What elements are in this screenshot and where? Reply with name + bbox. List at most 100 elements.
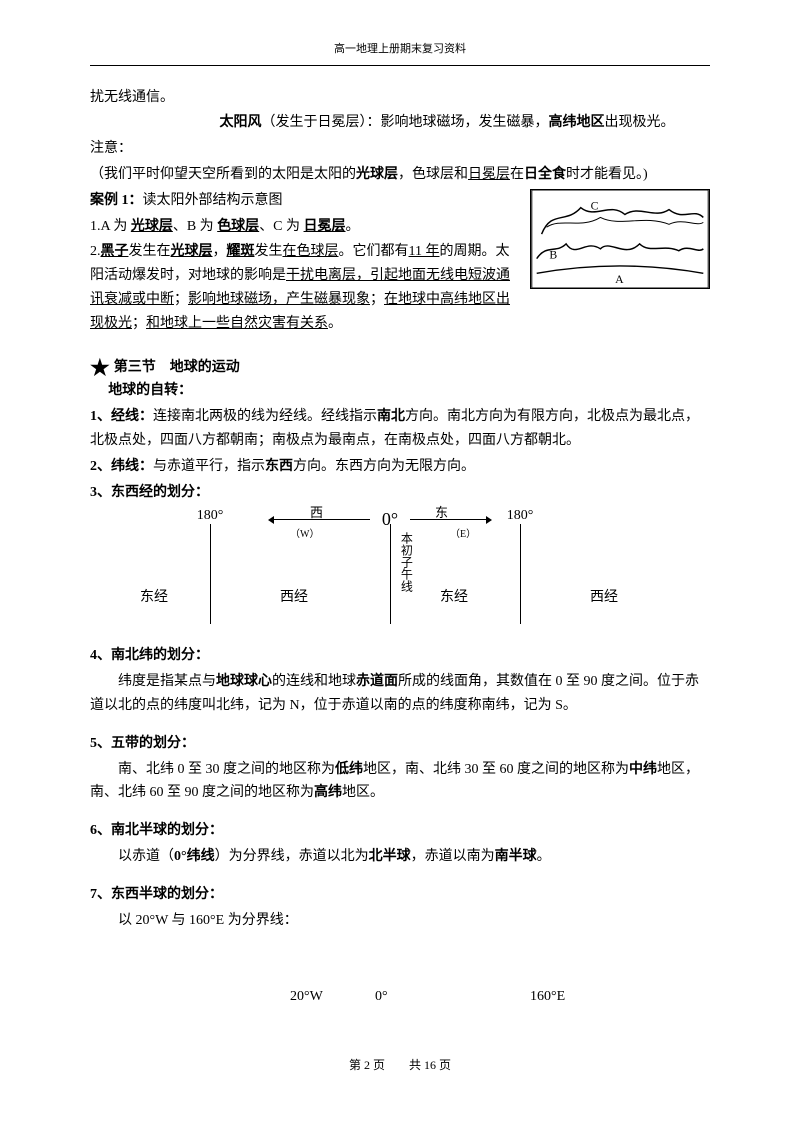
paren-w: （W） [290, 526, 319, 543]
line-0 [390, 524, 391, 624]
text: 。 [328, 316, 342, 331]
header-rule [90, 65, 710, 66]
xijing-1: 西经 [280, 586, 308, 610]
text: 以赤道（ [118, 849, 174, 864]
bold: 北半球 [369, 849, 411, 864]
label-west: 西 [310, 502, 323, 524]
item-4-text: 纬度是指某点与地球球心的连线和地球赤道面所成的线面角，其数值在 0 至 90 度… [90, 670, 710, 718]
text: 、B 为 [173, 219, 217, 234]
text: 方向。东西方向为无限方向。 [293, 459, 475, 474]
label-b: B [549, 248, 557, 261]
item-7-text: 以 20°W 与 160°E 为分界线： [90, 909, 710, 933]
page-header: 高一地理上册期末复习资料 [90, 40, 710, 59]
meridian-label: 本初子午线 [396, 532, 416, 592]
answer: 光球层 [171, 244, 213, 259]
label-20w: 20°W [290, 985, 323, 1009]
star-icon: ★ [90, 357, 110, 379]
text: 与赤道平行，指示 [153, 459, 265, 474]
text: 地区，南、北纬 30 至 60 度之间的地区称为 [363, 762, 629, 777]
answer: 黑子 [101, 244, 129, 259]
item-6-label: 6、南北半球的划分： [90, 819, 710, 843]
text: 南、北纬 0 至 30 度之间的地区称为 [118, 762, 335, 777]
section-3-title: ★ 第三节 地球的运动 [90, 356, 710, 380]
title-text: 第三节 地球的运动 [114, 356, 240, 380]
answer: 耀斑 [227, 244, 255, 259]
para-continue: 扰无线通信。 [90, 86, 710, 110]
answer: 色球层 [217, 219, 259, 234]
line-180w [210, 524, 211, 624]
answer: 日冕层 [304, 219, 346, 234]
longitude-diagram: 180° 0° 180° 西 （W） 东 （E） 本初子午线 东经 西经 东经 … [90, 514, 710, 624]
bold: 日全食 [524, 167, 566, 182]
text: 。 [346, 219, 360, 234]
text: （我们平时仰望天空所看到的太阳是太阳的 [90, 167, 356, 182]
item-5-text: 南、北纬 0 至 30 度之间的地区称为低纬地区，南、北纬 30 至 60 度之… [90, 758, 710, 806]
text: ； [174, 292, 188, 307]
item-5-label: 5、五带的划分： [90, 732, 710, 756]
text: 连接南北两极的线为经线。经线指示 [153, 409, 377, 424]
para-note: 注意： [90, 137, 710, 161]
bold-taiyangfeng: 太阳风 [220, 115, 262, 130]
text: ； [370, 292, 384, 307]
bold: 赤道面 [356, 674, 398, 689]
label-160e: 160°E [530, 985, 565, 1009]
text: 读太阳外部结构示意图 [143, 193, 283, 208]
text: 地区。 [342, 785, 384, 800]
text: 发生在 [129, 244, 171, 259]
text: ，赤道以南为 [411, 849, 495, 864]
answer: 影响地球磁场，产生磁暴现象 [188, 292, 370, 307]
bold: 高纬 [314, 785, 342, 800]
item-4-label: 4、南北纬的划分： [90, 644, 710, 668]
text: （发生于日冕层）：影响地球磁场，发生磁暴， [262, 115, 549, 130]
label-0-2: 0° [375, 985, 388, 1009]
answer: 在色球层 [283, 244, 339, 259]
text: 。它们都有 [339, 244, 409, 259]
text: 。 [537, 849, 551, 864]
dongjing-2: 东经 [440, 586, 468, 610]
answer: 和地球上一些自然灾害有关系 [146, 316, 328, 331]
label-east: 东 [435, 502, 448, 524]
longitude-diagram-2: 20°W 0° 160°E [90, 985, 710, 1015]
bold: 中纬 [629, 762, 657, 777]
text: ，色球层和 [398, 167, 468, 182]
line-180e [520, 524, 521, 624]
bold: 光球层 [356, 167, 398, 182]
sun-structure-diagram: A B C [530, 189, 710, 289]
text: 纬度是指某点与 [118, 674, 216, 689]
text: 2. [90, 244, 101, 259]
item-6-text: 以赤道（0°纬线）为分界线，赤道以北为北半球，赤道以南为南半球。 [90, 845, 710, 869]
answer: 光球层 [131, 219, 173, 234]
underline: 日冕层 [468, 167, 510, 182]
label: 1、经线： [90, 409, 153, 424]
bold: 南北 [377, 409, 405, 424]
bold: 东西 [265, 459, 293, 474]
item-1: 1、经线：连接南北两极的线为经线。经线指示南北方向。南北方向为有限方向，北极点为… [90, 405, 710, 453]
text: ， [213, 244, 227, 259]
bold-gaowei: 高纬地区 [549, 115, 605, 130]
label-c: C [591, 199, 599, 212]
dongjing-1: 东经 [140, 586, 168, 610]
item-3-label: 3、东西经的划分： [90, 481, 710, 505]
bold: 0°纬线 [174, 849, 215, 864]
text: 发生 [255, 244, 283, 259]
subsection-title: 地球的自转： [90, 379, 710, 403]
text: 的连线和地球 [272, 674, 356, 689]
bold: 地球球心 [216, 674, 272, 689]
text: 出现极光。 [605, 115, 675, 130]
arrow-east [410, 519, 490, 520]
label: 2、纬线： [90, 459, 153, 474]
label-0: 0° [382, 504, 398, 535]
para-note-content: （我们平时仰望天空所看到的太阳是太阳的光球层，色球层和日冕层在日全食时才能看见。… [90, 163, 710, 187]
answer: 11 年 [409, 244, 440, 259]
paren-e: （E） [450, 526, 476, 543]
label-180-right: 180° [507, 504, 534, 528]
item-7-label: 7、东西半球的划分： [90, 883, 710, 907]
text: 1.A 为 [90, 219, 131, 234]
xijing-2: 西经 [590, 586, 618, 610]
text: ； [132, 316, 146, 331]
label-a: A [615, 273, 624, 286]
text: ）为分界线，赤道以北为 [215, 849, 369, 864]
text: 时才能看见。) [566, 167, 648, 182]
text: 、C 为 [259, 219, 303, 234]
bold: 南半球 [495, 849, 537, 864]
